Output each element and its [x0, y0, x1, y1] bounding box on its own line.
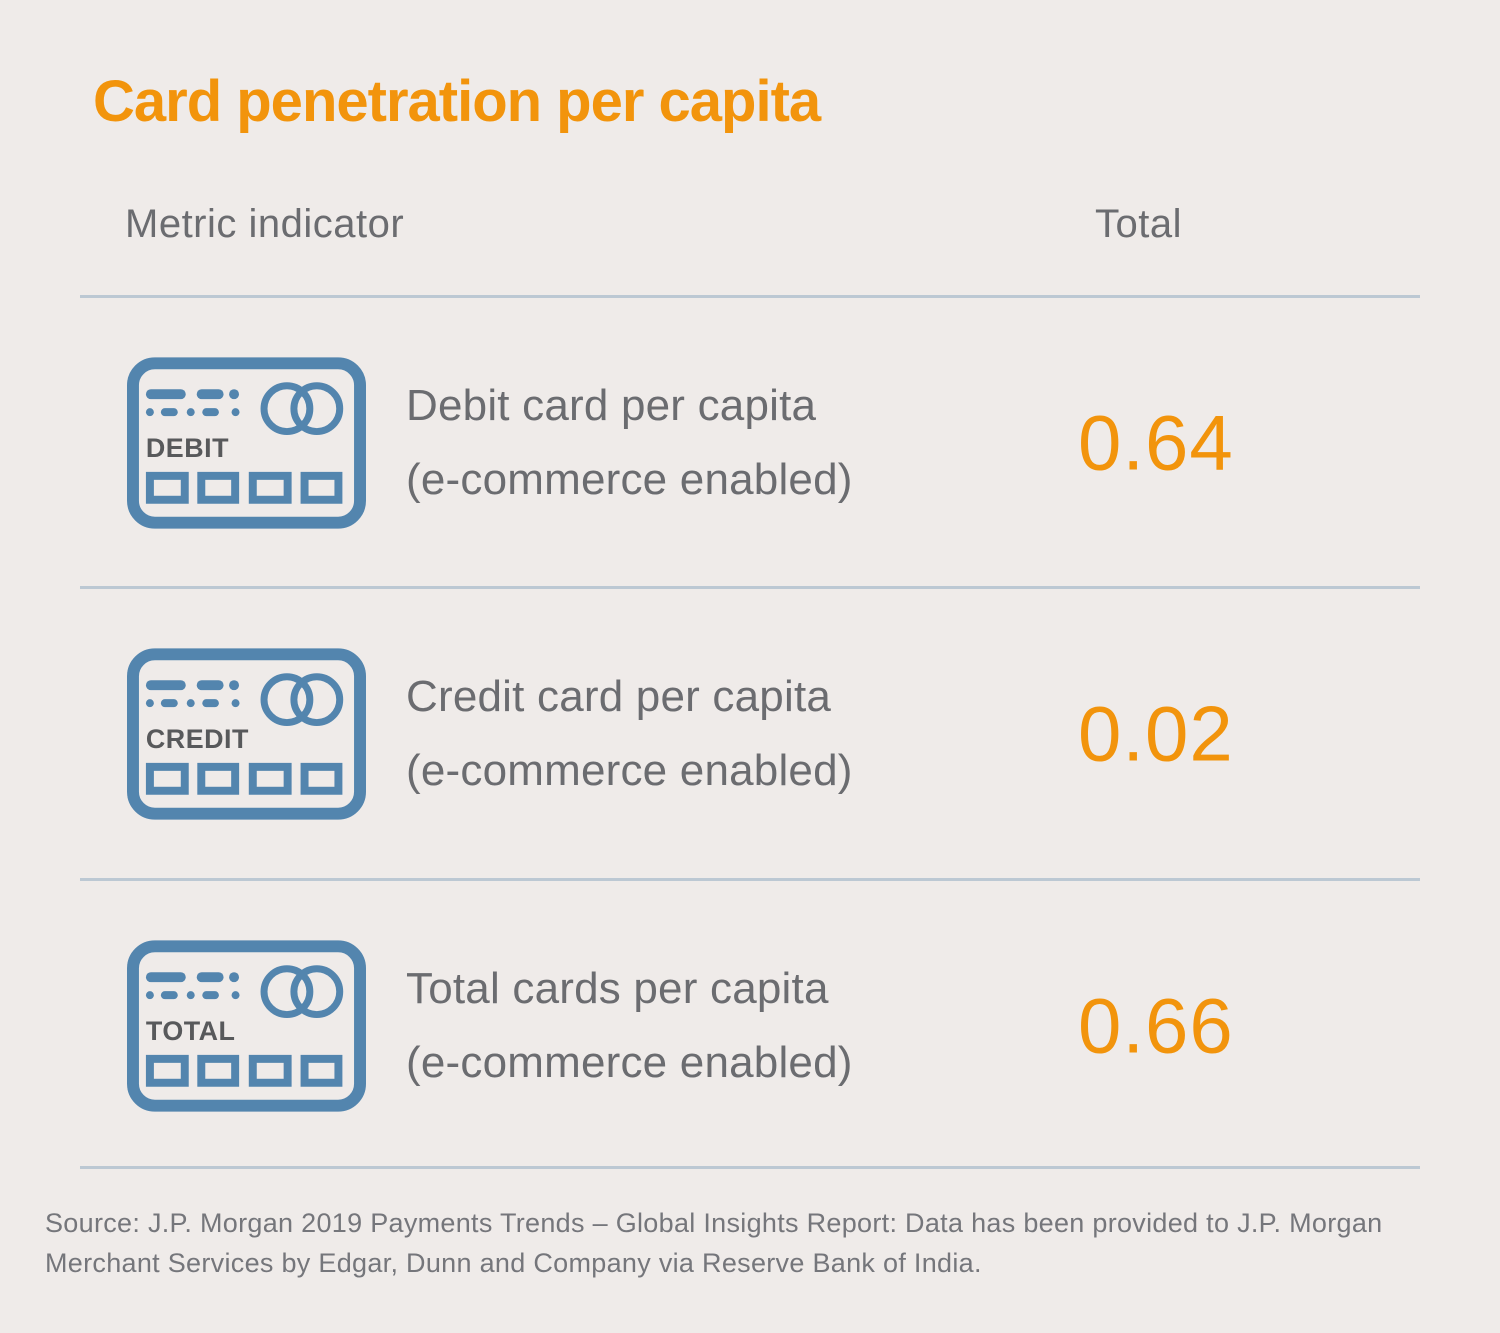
metric-label-line1: Debit card per capita [406, 380, 817, 430]
table-row-credit: CREDIT Credit card per capita (e-commerc… [0, 589, 1500, 878]
metric-label-credit: Credit card per capita (e-commerce enabl… [406, 660, 853, 808]
column-header-metric: Metric indicator [125, 202, 405, 246]
metric-label-line2: (e-commerce enabled) [406, 454, 853, 504]
value-debit: 0.64 [1078, 398, 1234, 486]
metric-label-line2: (e-commerce enabled) [406, 745, 853, 795]
credit-card-icon: CREDIT [127, 647, 366, 820]
metric-label-line1: Credit card per capita [406, 671, 832, 721]
credit-card-icon-label: CREDIT [146, 723, 249, 753]
debit-card-icon-label: DEBIT [146, 432, 229, 462]
divider [80, 586, 1420, 589]
value-credit: 0.02 [1078, 689, 1234, 777]
metric-label-line1: Total cards per capita [406, 963, 829, 1013]
total-card-icon: TOTAL [127, 939, 366, 1112]
total-card-icon-label: TOTAL [146, 1015, 236, 1045]
source-note: Source: J.P. Morgan 2019 Payments Trends… [45, 1208, 1383, 1278]
divider [80, 878, 1420, 881]
divider [80, 1166, 1420, 1169]
page-title: Card penetration per capita [93, 69, 821, 134]
metric-label-debit: Debit card per capita (e-commerce enable… [406, 369, 853, 517]
table-row-total: TOTAL Total cards per capita (e-commerce… [0, 881, 1500, 1170]
metric-label-total: Total cards per capita (e-commerce enabl… [406, 952, 853, 1100]
table-row-debit: DEBIT Debit card per capita (e-commerce … [0, 298, 1500, 587]
column-header-total: Total [1095, 202, 1182, 246]
value-total: 0.66 [1078, 981, 1234, 1069]
metric-label-line2: (e-commerce enabled) [406, 1037, 853, 1087]
debit-card-icon: DEBIT [127, 356, 366, 529]
divider [80, 295, 1420, 298]
